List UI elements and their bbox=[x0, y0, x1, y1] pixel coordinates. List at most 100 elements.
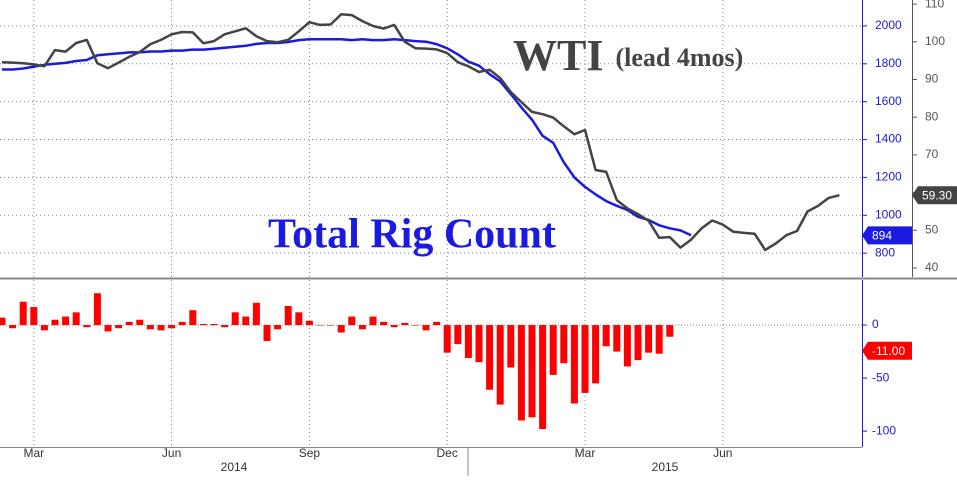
x-tick-label: Dec bbox=[437, 446, 458, 460]
bar bbox=[115, 325, 123, 329]
bar bbox=[539, 325, 547, 429]
y2-tick-label: 100 bbox=[925, 34, 945, 48]
bar bbox=[454, 325, 462, 345]
bar bbox=[348, 316, 356, 326]
bar bbox=[146, 325, 154, 330]
bar bbox=[411, 325, 419, 326]
bar bbox=[189, 310, 197, 326]
bar bbox=[655, 325, 663, 354]
bar bbox=[390, 325, 398, 328]
bar bbox=[274, 325, 282, 330]
bar bbox=[210, 324, 218, 326]
y-tick-label: 1600 bbox=[875, 94, 902, 108]
bar bbox=[252, 302, 260, 326]
bar bbox=[242, 316, 250, 326]
bar bbox=[40, 325, 48, 331]
bar bbox=[528, 325, 536, 418]
bar bbox=[623, 325, 631, 367]
y-tick-label: 1000 bbox=[875, 207, 902, 221]
bar bbox=[337, 325, 345, 333]
bar bbox=[645, 325, 653, 353]
series-label: WTI (lead 4mos) bbox=[513, 31, 743, 80]
bar bbox=[199, 324, 207, 326]
bar bbox=[178, 321, 186, 326]
bar bbox=[433, 321, 441, 326]
series-line bbox=[1, 13, 840, 252]
y-tick-label: 1400 bbox=[875, 132, 902, 146]
x-tick-label: Jun bbox=[713, 446, 732, 460]
bar bbox=[581, 325, 589, 393]
bar bbox=[93, 293, 101, 326]
last-value-badge-box bbox=[912, 186, 957, 205]
series-name: WTI bbox=[513, 31, 603, 80]
bar bbox=[136, 319, 144, 326]
bar bbox=[517, 325, 525, 421]
bar bbox=[72, 312, 80, 326]
bar bbox=[380, 321, 388, 326]
bar bbox=[613, 325, 621, 352]
series-label: Total Rig Count bbox=[268, 212, 556, 258]
bar bbox=[358, 325, 366, 330]
y-tick-label: 1800 bbox=[875, 56, 902, 70]
y2-tick-label: 90 bbox=[925, 72, 939, 86]
x-tick-label: Mar bbox=[23, 446, 44, 460]
bar bbox=[316, 325, 324, 326]
last-value-badge: 894 bbox=[872, 229, 892, 243]
y2-tick-label: 40 bbox=[925, 260, 939, 274]
series-line bbox=[2, 37, 692, 237]
bar bbox=[570, 325, 578, 404]
bar bbox=[443, 325, 451, 353]
last-value-badge: -11.00 bbox=[872, 344, 905, 358]
bar bbox=[295, 312, 303, 326]
y-tick-label: 1200 bbox=[875, 170, 902, 184]
bar bbox=[284, 305, 292, 326]
y-tick-label: 0 bbox=[872, 317, 879, 331]
year-label: 2014 bbox=[221, 460, 248, 474]
bar bbox=[560, 325, 568, 364]
bar bbox=[634, 325, 642, 361]
bar bbox=[464, 325, 472, 358]
bar bbox=[369, 316, 377, 326]
bar bbox=[401, 322, 409, 326]
bar bbox=[221, 325, 229, 328]
bar bbox=[549, 325, 557, 375]
bar bbox=[486, 325, 494, 390]
y2-tick-label: 110 bbox=[925, 0, 944, 10]
x-tick-label: Sep bbox=[299, 446, 321, 460]
bar bbox=[507, 325, 515, 368]
y-tick-label: 2000 bbox=[875, 18, 902, 32]
bar bbox=[30, 307, 38, 326]
bar bbox=[0, 317, 6, 326]
bar bbox=[9, 325, 17, 329]
bar bbox=[666, 325, 674, 337]
bar bbox=[327, 325, 335, 326]
bar bbox=[125, 321, 133, 326]
bar bbox=[19, 301, 27, 326]
last-value-badge-box bbox=[862, 341, 912, 360]
bar bbox=[83, 325, 91, 328]
last-value-badge-box bbox=[862, 226, 912, 245]
last-value-badge: 59.30 bbox=[922, 188, 952, 202]
bar bbox=[496, 325, 504, 405]
bar bbox=[157, 325, 165, 331]
y2-tick-label: 50 bbox=[925, 222, 939, 236]
bar bbox=[422, 325, 430, 331]
bar bbox=[305, 320, 313, 326]
annotation: (lead 4mos) bbox=[615, 43, 743, 72]
year-label: 2015 bbox=[652, 460, 679, 474]
y2-tick-label: 80 bbox=[925, 109, 939, 123]
bar bbox=[475, 325, 483, 363]
bar bbox=[168, 325, 176, 329]
bar bbox=[592, 325, 600, 384]
bar bbox=[104, 325, 112, 332]
bar bbox=[263, 325, 271, 341]
y-tick-label: -100 bbox=[872, 423, 896, 437]
y2-tick-label: 70 bbox=[925, 147, 939, 161]
bar bbox=[62, 316, 70, 326]
bar bbox=[231, 312, 239, 326]
y-tick-label: 800 bbox=[875, 245, 895, 259]
bar bbox=[602, 325, 610, 347]
